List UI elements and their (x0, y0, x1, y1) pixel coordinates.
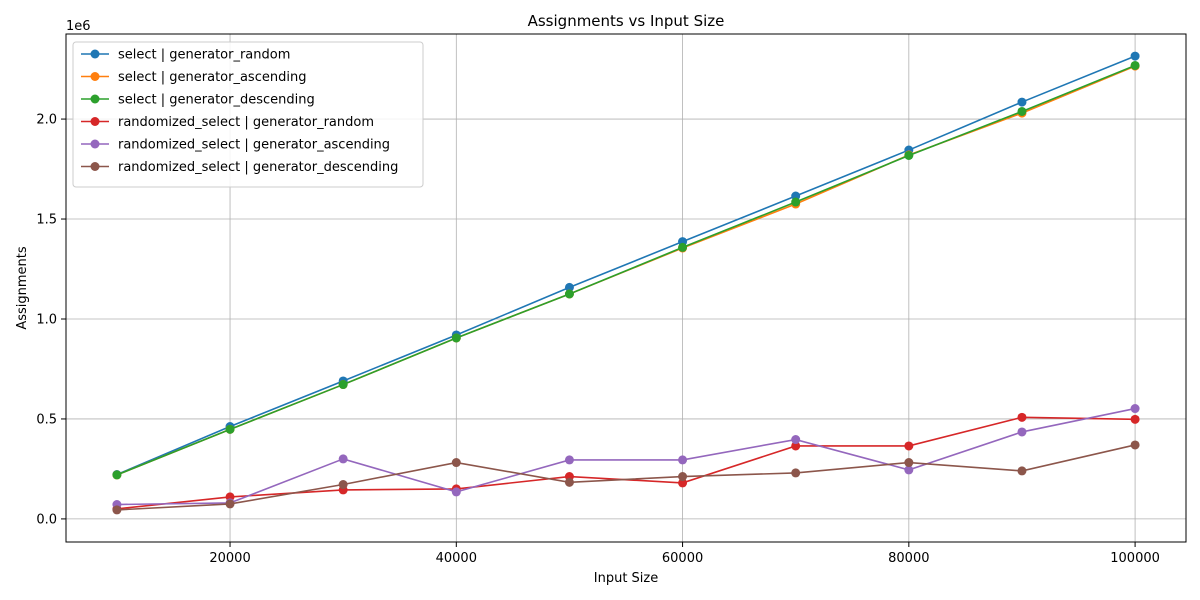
data-point (564, 455, 574, 465)
legend-label: randomized_select | generator_random (118, 115, 374, 130)
plot-series (112, 51, 1140, 515)
legend-marker (90, 117, 100, 126)
legend-label: select | generator_random (118, 48, 290, 63)
data-point (338, 454, 348, 464)
x-axis-ticks: 20000 40000 60000 80000 100000 (209, 542, 1160, 566)
data-point (112, 505, 122, 515)
legend-label: randomized_select | generator_ascending (118, 138, 390, 153)
legend-label: select | generator_descending (118, 93, 315, 108)
data-point (564, 282, 574, 292)
y-tick-label: 0.5 (36, 412, 57, 427)
chart-title: Assignments vs Input Size (528, 12, 725, 30)
x-tick-label: 40000 (436, 551, 477, 566)
data-point (678, 242, 688, 252)
x-tick-label: 80000 (888, 551, 929, 566)
series-line (116, 407, 1136, 506)
data-point (1130, 440, 1140, 450)
legend-label: randomized_select | generator_descending (118, 160, 398, 175)
data-point (1130, 414, 1140, 424)
legend-marker (90, 49, 100, 59)
data-point (338, 380, 348, 390)
data-point (1017, 106, 1027, 116)
data-point (791, 197, 801, 207)
x-tick-label: 100000 (1110, 551, 1160, 566)
data-point (791, 468, 801, 478)
grid-lines (66, 34, 1186, 542)
data-point (1017, 427, 1027, 437)
x-tick-label: 20000 (209, 551, 250, 566)
legend-box (72, 41, 424, 188)
data-point (1130, 404, 1140, 414)
y-axis-title: Assignments (15, 246, 30, 330)
data-point (791, 435, 801, 445)
legend-marker (90, 162, 100, 171)
plot-frame (65, 33, 1187, 543)
data-point (1017, 97, 1027, 107)
legend-item: randomized_select | generator_ascending (81, 138, 390, 153)
data-point (564, 477, 574, 487)
legend-item: select | generator_ascending (81, 70, 306, 85)
y-axis-offset-label: 1e6 (66, 19, 91, 34)
data-point (225, 424, 235, 434)
data-point (678, 455, 688, 465)
series-line (116, 55, 1136, 476)
y-tick-label: 2.0 (36, 113, 57, 128)
data-point (678, 472, 688, 482)
data-point (678, 478, 688, 488)
data-point (451, 333, 461, 343)
y-tick-label: 1.5 (36, 213, 57, 228)
legend-marker (90, 139, 100, 149)
data-point (904, 150, 914, 160)
legend-item: randomized_select | generator_descending (81, 160, 398, 175)
data-point (904, 441, 914, 451)
data-point (112, 470, 122, 480)
data-point (338, 480, 348, 490)
legend-item: randomized_select | generator_random (81, 115, 374, 130)
x-axis-title: Input Size (594, 571, 658, 586)
legend-item: select | generator_descending (81, 93, 315, 108)
legend-label: select | generator_ascending (118, 70, 306, 85)
series-6 (112, 440, 1140, 515)
legend-item: select | generator_random (81, 48, 290, 63)
series-line (116, 444, 1136, 511)
y-tick-label: 0.0 (36, 512, 57, 527)
series-line (116, 64, 1136, 476)
data-point (791, 441, 801, 451)
data-point (1130, 51, 1140, 61)
data-point (1017, 412, 1027, 422)
data-point (1017, 466, 1027, 476)
data-point (1130, 60, 1140, 70)
x-tick-label: 60000 (662, 551, 703, 566)
data-point (451, 487, 461, 497)
data-point (904, 458, 914, 468)
legend-marker (90, 72, 100, 81)
series-3 (112, 60, 1140, 480)
data-point (225, 499, 235, 509)
legend-marker (90, 94, 100, 104)
y-axis-ticks: 0.0 0.5 1.0 1.5 2.0 (36, 113, 66, 527)
data-point (451, 458, 461, 468)
data-point (564, 289, 574, 299)
y-tick-label: 1.0 (36, 312, 57, 327)
data-point (904, 465, 914, 475)
